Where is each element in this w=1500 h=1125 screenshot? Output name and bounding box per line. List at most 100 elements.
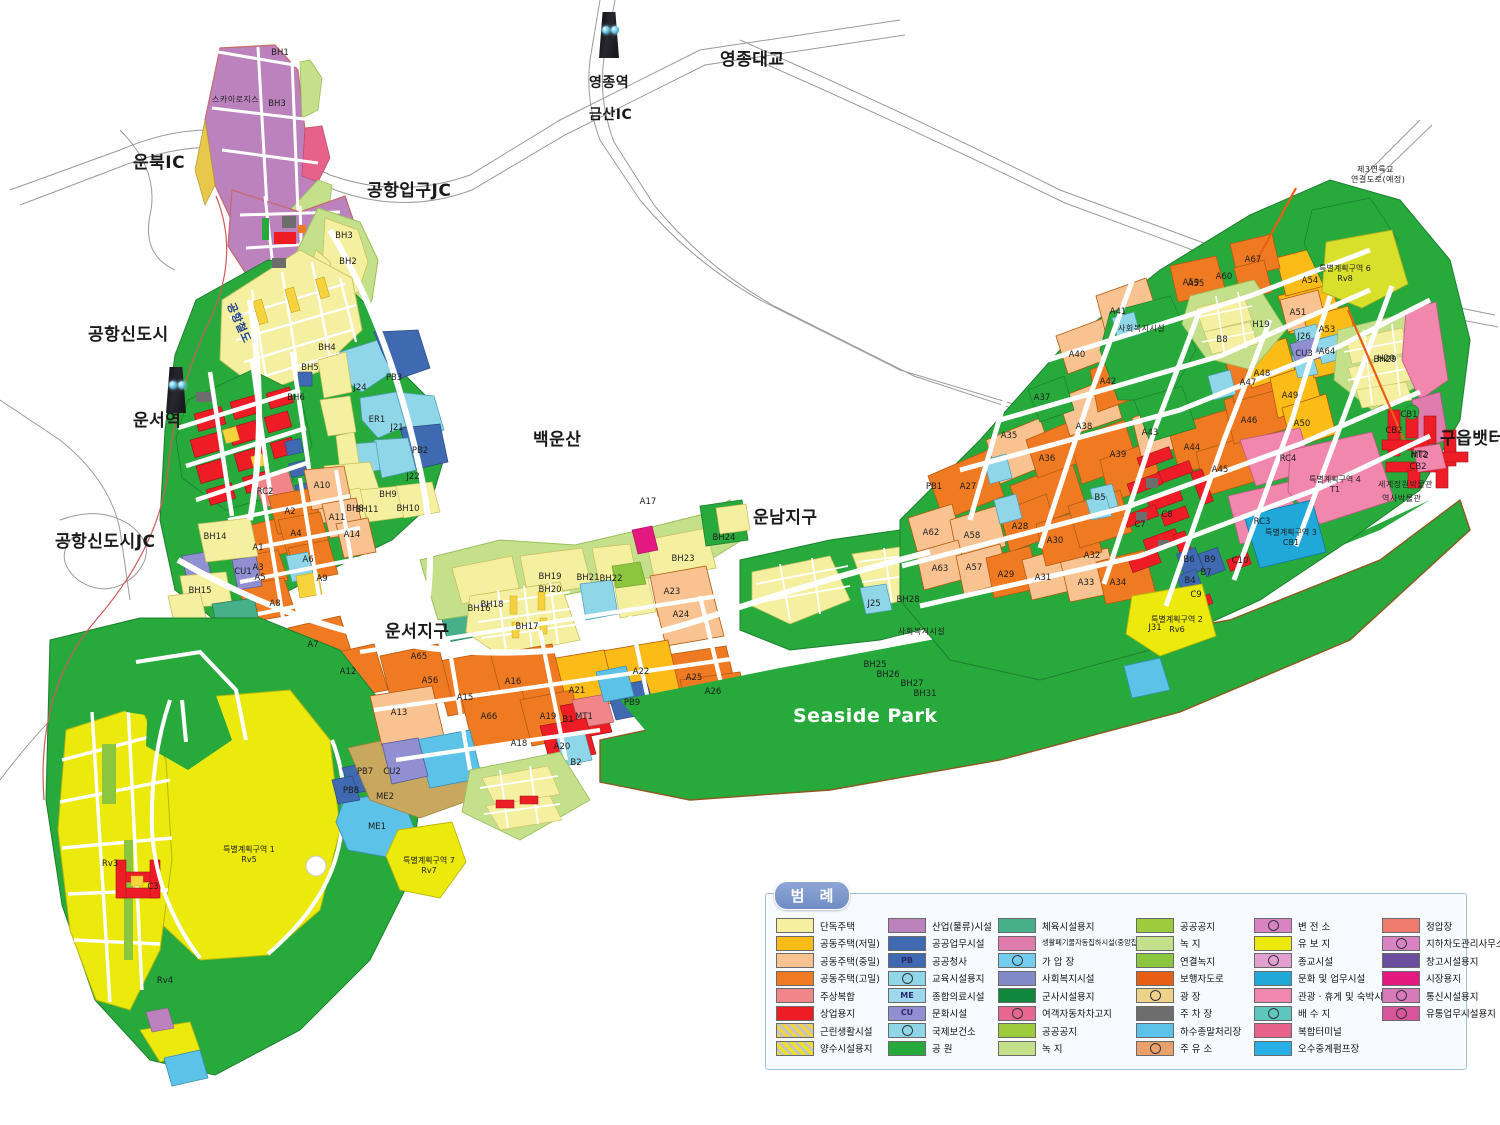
legend-swatch-glyph: ME <box>900 990 914 1000</box>
legend-swatch <box>1254 970 1292 986</box>
legend-column-1: 단독주택 공동주택(저밀) 공동주택(중밀) 공동주택(고밀) 주상복합 상업용지 근린생활… <box>776 918 888 1056</box>
block-label: MT2 <box>1411 451 1429 461</box>
place-label-baegunsan: 백운산 <box>533 430 582 450</box>
block-label: B8 <box>1216 335 1228 345</box>
block-label: PB9 <box>623 698 641 708</box>
block-label: A39 <box>1109 450 1127 460</box>
special-zone-name: 특별계획구역 6 <box>1319 264 1371 273</box>
block-label: A1 <box>252 543 264 553</box>
legend-swatch <box>1382 1005 1420 1021</box>
legend-swatch <box>1254 1023 1292 1038</box>
legend-label: 상업용지 <box>820 1009 855 1020</box>
legend-swatch <box>998 1005 1036 1021</box>
legend-label: 생활폐기물자동집하시설(중앙집하장) <box>1042 938 1154 947</box>
block-label: A37 <box>1033 393 1051 403</box>
legend-label: 주상복합 <box>820 991 855 1003</box>
block-label: BH25 <box>863 660 887 670</box>
legend-label: 변 전 소 <box>1298 921 1331 933</box>
legend-label: 연결녹지 <box>1180 956 1215 968</box>
legend-symbol-icon <box>1011 955 1023 966</box>
block-label: A26 <box>704 687 722 697</box>
block-label: Rv3 <box>101 859 119 869</box>
block-label: ME2 <box>375 792 395 802</box>
legend-item: 시장용지 <box>1382 970 1461 986</box>
place-label-guumbaeteo: 구읍뱃터 <box>1440 429 1500 449</box>
legend-label: 관광 · 휴게 및 숙박시설 <box>1298 991 1392 1003</box>
block-label: PB1 <box>925 482 943 492</box>
legend-swatch <box>1382 953 1420 968</box>
block-label: A23 <box>663 587 681 597</box>
legend-symbol-icon <box>1395 990 1407 1001</box>
legend-swatch <box>1136 988 1174 1003</box>
place-label-airport-new-city: 공항신도시 <box>88 325 169 345</box>
block-label: A60 <box>1215 272 1233 282</box>
block-label: A48 <box>1253 369 1271 379</box>
place-label-geumsan-ic: 금산IC <box>589 107 633 123</box>
legend-label: 유 보 지 <box>1298 939 1331 950</box>
annot-world-garden-museum: 세계정원박물관 <box>1378 480 1434 489</box>
legend-item: 유통업무시설용지 <box>1382 1005 1496 1021</box>
block-label: BH3 <box>268 99 286 109</box>
legend-swatch <box>776 1005 814 1021</box>
annot-welfare-facility-east: 사회복지시설 <box>1118 324 1166 333</box>
legend-symbol-icon <box>1267 955 1279 966</box>
block-label: RC4 <box>1279 454 1297 464</box>
legend-swatch <box>998 918 1036 933</box>
legend-swatch <box>998 970 1036 986</box>
block-label: A17 <box>639 497 657 507</box>
legend-item: ME 종합의료시설 <box>888 988 998 1003</box>
legend-label: 공공공지 <box>1180 921 1215 933</box>
block-label: A30 <box>1046 536 1064 546</box>
legend-symbol-icon <box>1011 1007 1023 1019</box>
region-central-corridor <box>359 499 753 841</box>
legend-symbol-icon <box>1149 1042 1161 1054</box>
region-east-district <box>899 179 1471 699</box>
block-label: BH24 <box>712 533 736 543</box>
legend-item: 관광 · 휴게 및 숙박시설 <box>1254 988 1392 1003</box>
block-label: PB2 <box>411 446 429 456</box>
block-label: A3 <box>252 563 264 573</box>
block-label: BH3 <box>335 231 353 241</box>
legend-swatch <box>888 1023 926 1038</box>
block-label: BH18 <box>480 600 504 610</box>
block-label: A8 <box>269 599 281 609</box>
legend-item: 산업(물류)시설 <box>888 918 998 933</box>
block-label: A65 <box>410 652 428 662</box>
legend-item: 변 전 소 <box>1254 918 1382 933</box>
block-label: BH2 <box>339 257 357 267</box>
block-label: A63 <box>931 564 949 574</box>
block-label: A38 <box>1075 422 1093 432</box>
block-label: A20 <box>553 742 571 752</box>
place-label-unseo-district: 운서지구 <box>385 622 450 642</box>
block-label: A6 <box>302 555 314 565</box>
legend-item: 지하차도관리사무소 <box>1382 935 1500 951</box>
legend-swatch <box>776 988 814 1003</box>
block-label: A10 <box>313 481 331 491</box>
block-label: A21 <box>568 686 586 696</box>
legend-swatch <box>998 1040 1036 1056</box>
legend-item: 가 압 장 <box>998 953 1136 968</box>
legend-label: 주 차 장 <box>1180 1009 1213 1020</box>
block-label: A36 <box>1038 454 1056 464</box>
legend-swatch <box>776 935 814 951</box>
legend-item: 주 차 장 <box>1136 1005 1254 1021</box>
place-label-yeongjong-bridge: 영종대교 <box>720 50 785 70</box>
annot-skylogis: 스카이로지스 <box>212 95 260 104</box>
legend-label: 교육시설용지 <box>932 974 985 985</box>
legend-label: 가 압 장 <box>1042 956 1075 968</box>
legend-columns: 단독주택 공동주택(저밀) 공동주택(중밀) 공동주택(고밀) 주상복합 상업용지 근린생활… <box>776 918 1500 1056</box>
legend-symbol-icon <box>1395 937 1407 949</box>
block-label: A28 <box>1011 522 1029 532</box>
block-label: PB3 <box>385 373 403 383</box>
block-label: A15 <box>456 693 474 703</box>
legend-label: 보행자도로 <box>1180 974 1224 985</box>
legend-item: 녹 지 <box>998 1040 1136 1056</box>
legend-column-2: 산업(물류)시설 공공업무시설 PB 공공청사 교육시설용지 ME 종합의료시설 CU 문화시설… <box>888 918 998 1056</box>
block-label: A51 <box>1289 308 1307 318</box>
legend-swatch <box>998 988 1036 1003</box>
place-label-seaside-park: Seaside Park <box>793 705 938 727</box>
legend-swatch: CU <box>888 1005 926 1021</box>
legend-label: 여객자동차차고지 <box>1042 1009 1112 1020</box>
